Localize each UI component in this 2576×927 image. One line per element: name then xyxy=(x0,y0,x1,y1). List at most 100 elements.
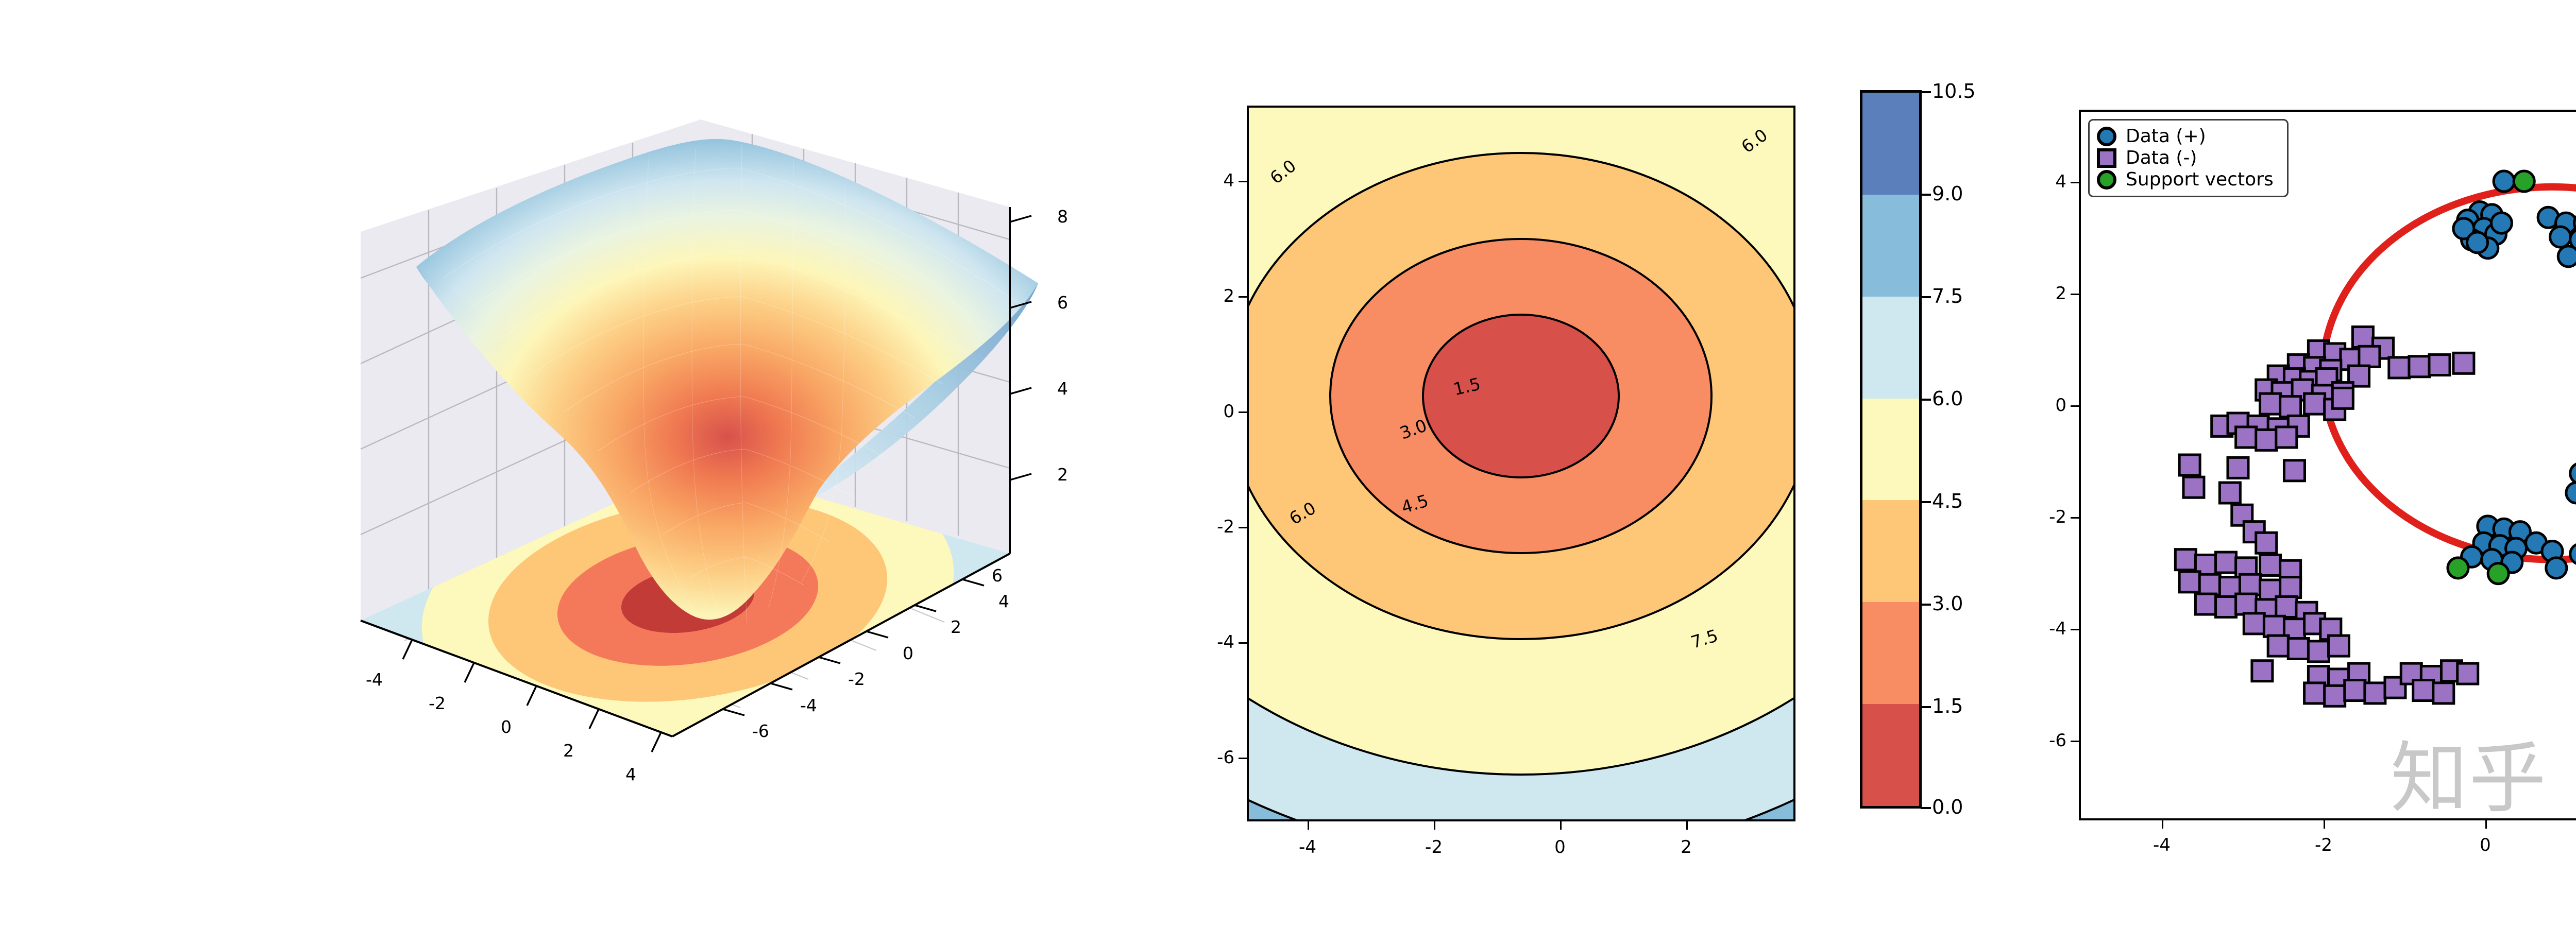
scatter-point xyxy=(2275,595,2298,619)
scatter-ytickmark-2 xyxy=(2071,405,2079,407)
scatter-point xyxy=(2492,169,2516,193)
surface-mesh xyxy=(416,139,1038,624)
scatter-point xyxy=(2234,592,2258,616)
colorbar-band-0-1_5 xyxy=(1862,704,1919,806)
colorbar: 10.5 9.0 7.5 6.0 4.5 3.0 1.5 0.0 xyxy=(1860,80,1976,818)
scatter-point xyxy=(2178,453,2201,477)
contour-xtick--4: -4 xyxy=(1299,837,1316,857)
scatter-point xyxy=(2194,592,2217,616)
scatter-point xyxy=(2486,562,2510,586)
scatter-point xyxy=(2303,681,2327,705)
scatter-point xyxy=(2428,353,2451,377)
scatter-point xyxy=(2174,548,2197,572)
scatter-point xyxy=(2226,456,2250,479)
scatter-ytickmark-0 xyxy=(2071,182,2079,183)
tick3d-y--6: -6 xyxy=(752,721,769,741)
colorbar-band-3-4_5 xyxy=(1862,500,1919,603)
tick3d-x-4: 4 xyxy=(625,764,636,784)
scatter-ytickmark-3 xyxy=(2071,517,2079,519)
scatter-point xyxy=(2573,215,2576,231)
scatter-point xyxy=(2489,211,2513,235)
scatter-point xyxy=(2255,428,2278,452)
colorbar-tickmark-7 xyxy=(1921,807,1931,809)
panel-3d-surface: 2 4 6 8 -4 -2 0 2 4 -6 -4 -2 0 2 4 6 xyxy=(289,62,1154,865)
colorbar-band-1_5-3 xyxy=(1862,602,1919,705)
contour-ytickmark-1 xyxy=(1239,296,1247,298)
panel-contour: 6.0 6.0 1.5 3.0 4.5 6.0 7.5 -4 -2 0 2 4 … xyxy=(1217,106,1795,857)
contour-xtick-0: 0 xyxy=(1554,837,1566,857)
colorbar-band-6-7_5 xyxy=(1862,296,1919,399)
scatter-xtick--2: -2 xyxy=(2315,835,2332,855)
scatter-point xyxy=(2446,556,2470,580)
scatter-ytick-0: 0 xyxy=(2055,395,2066,416)
scatter-point xyxy=(2569,229,2576,251)
scatter-xtickmark-2 xyxy=(2485,820,2487,829)
scatter-legend[interactable]: Data (+) Data (-) Support vectors xyxy=(2088,119,2289,197)
scatter-point xyxy=(2466,231,2489,254)
colorbar-tick-4_5: 4.5 xyxy=(1932,490,1963,512)
scatter-point xyxy=(2556,245,2576,268)
scatter-point xyxy=(2323,684,2347,708)
scatter-ytickmark-4 xyxy=(2071,629,2079,630)
scatter-point xyxy=(2182,475,2206,499)
legend-entry-data-pos[interactable]: Data (+) xyxy=(2097,127,2274,146)
contour-ytickmark-4 xyxy=(1239,642,1247,644)
tick3d-y--2: -2 xyxy=(848,669,865,689)
scatter-point xyxy=(2255,531,2278,555)
contour-plot-area: 6.0 6.0 1.5 3.0 4.5 6.0 7.5 xyxy=(1247,106,1795,821)
scatter-point xyxy=(2259,392,2282,416)
scatter-xtickmark-1 xyxy=(2324,820,2325,829)
scatter-point xyxy=(2569,462,2576,484)
legend-entry-data-neg[interactable]: Data (-) xyxy=(2097,148,2274,168)
scatter-point xyxy=(2286,637,2310,661)
scatter-point xyxy=(2307,640,2330,663)
contour-ytick-2: 2 xyxy=(1223,286,1234,306)
scatter-ytick-2: 2 xyxy=(2055,283,2066,304)
scatter-point xyxy=(2452,217,2476,241)
legend-marker-sv-circle-icon xyxy=(2097,170,2116,190)
scatter-xtick--4: -4 xyxy=(2153,835,2171,855)
legend-marker-square-icon xyxy=(2097,148,2116,168)
contour-xtickmark-3 xyxy=(1686,821,1688,830)
scatter-point xyxy=(2303,392,2327,416)
colorbar-tickmark-1 xyxy=(1921,194,1931,196)
scatter-point xyxy=(2259,553,2282,577)
scatter-ytick--6: -6 xyxy=(2049,730,2066,751)
colorbar-tickmark-6 xyxy=(1921,706,1931,708)
tick3d-z-6: 6 xyxy=(1057,293,1068,313)
contour-ytickmark-5 xyxy=(1239,758,1247,759)
colorbar-band-7_5-9 xyxy=(1862,194,1919,297)
scatter-ytickmark-5 xyxy=(2071,741,2079,742)
scatter-point xyxy=(2262,614,2286,638)
scatter-point xyxy=(2545,556,2568,580)
colorbar-tick-9_0: 9.0 xyxy=(1932,182,1963,205)
scatter-point xyxy=(2279,395,2302,419)
scatter-point xyxy=(2399,662,2423,685)
scatter-point xyxy=(2327,634,2350,658)
scatter-point xyxy=(2363,681,2387,705)
colorbar-tick-10_5: 10.5 xyxy=(1932,80,1976,102)
scatter-point xyxy=(2408,355,2431,379)
scatter-point xyxy=(2275,425,2298,449)
scatter-ytickmark-1 xyxy=(2071,294,2079,295)
scatter-point xyxy=(2242,612,2266,636)
colorbar-bands xyxy=(1860,90,1922,809)
contour-xtickmark-2 xyxy=(1560,821,1562,830)
scatter-point xyxy=(2282,459,2306,483)
legend-entry-support-vectors[interactable]: Support vectors xyxy=(2097,170,2274,190)
colorbar-tick-6_0: 6.0 xyxy=(1932,387,1963,410)
colorbar-tickmark-0 xyxy=(1921,91,1931,93)
scatter-point xyxy=(2456,662,2480,685)
colorbar-tick-7_5: 7.5 xyxy=(1932,285,1963,307)
colorbar-band-4_5-6 xyxy=(1862,398,1919,501)
colorbar-tickmark-4 xyxy=(1921,501,1931,503)
panel-scatter: Data (+) Data (-) Support vectors -4 -2 … xyxy=(2049,110,2576,855)
legend-label-support-vectors: Support vectors xyxy=(2126,169,2274,190)
tick3d-x-0: 0 xyxy=(501,717,512,737)
contour-xtickmark-0 xyxy=(1308,821,1309,830)
contour-ytick--6: -6 xyxy=(1217,747,1234,768)
scatter-point xyxy=(2512,169,2536,193)
scatter-point xyxy=(2387,356,2411,380)
scatter-point xyxy=(2432,681,2455,705)
contour-xtickmark-1 xyxy=(1434,821,1435,830)
